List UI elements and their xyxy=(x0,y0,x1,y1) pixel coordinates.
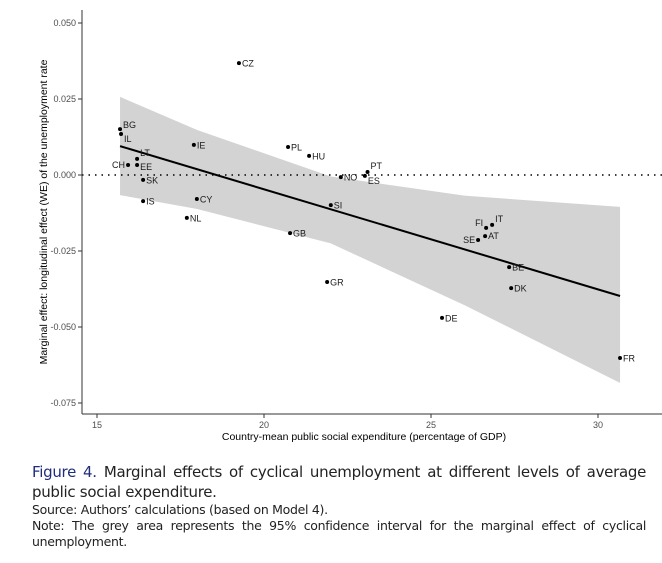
y-tick-label: -0.075 xyxy=(50,398,76,408)
y-axis-title: Marginal effect: longitudinal effect (WE… xyxy=(38,59,50,364)
y-tick-label: -0.025 xyxy=(50,246,76,256)
figure-source: Source: Authors’ calculations (based on … xyxy=(32,502,328,517)
point-label-cy: CY xyxy=(200,195,213,205)
data-point-at xyxy=(483,234,488,239)
point-label-ie: IE xyxy=(197,140,206,150)
point-label-dk: DK xyxy=(514,284,527,294)
point-label-hu: HU xyxy=(312,151,325,161)
data-point-dk xyxy=(509,286,514,291)
point-label-is: IS xyxy=(146,197,155,207)
data-point-se xyxy=(476,238,481,243)
point-label-ch: CH xyxy=(112,160,125,170)
point-label-nl: NL xyxy=(190,213,202,223)
point-label-cz: CZ xyxy=(242,59,254,69)
point-label-ee: EE xyxy=(140,162,152,172)
point-label-pt: PT xyxy=(371,161,383,171)
data-point-il xyxy=(119,131,124,136)
point-label-sk: SK xyxy=(146,175,158,185)
figure-title: Figure 4. Marginal effects of cyclical u… xyxy=(32,462,646,502)
fit-line xyxy=(119,145,621,297)
data-point-be xyxy=(507,265,512,270)
data-point-no xyxy=(338,175,343,180)
point-label-it: IT xyxy=(495,214,504,224)
point-label-il: IL xyxy=(124,134,132,144)
y-tick-label: 0.025 xyxy=(53,94,76,104)
x-tick-label: 15 xyxy=(92,420,102,430)
data-point-fr xyxy=(618,356,623,361)
data-point-is xyxy=(141,199,146,204)
point-label-es: ES xyxy=(368,176,380,186)
point-label-at: AT xyxy=(488,231,499,241)
data-point-it xyxy=(490,222,495,227)
point-label-gb: GB xyxy=(293,229,306,239)
point-label-bg: BG xyxy=(123,120,136,130)
figure-note: Note: The grey area represents the 95% c… xyxy=(32,518,646,549)
data-point-pl xyxy=(286,145,291,150)
point-label-no: NO xyxy=(344,173,358,183)
y-tick-label: -0.050 xyxy=(50,322,76,332)
point-label-pl: PL xyxy=(291,143,302,153)
data-point-ee xyxy=(135,162,140,167)
data-point-nl xyxy=(184,215,189,220)
point-label-lt: LT xyxy=(140,148,150,158)
data-point-de xyxy=(440,315,445,320)
y-tick-label: 0.000 xyxy=(53,170,76,180)
data-point-lt xyxy=(135,156,140,161)
data-point-sk xyxy=(141,177,146,182)
x-tick-label: 25 xyxy=(426,420,436,430)
data-point-ch xyxy=(126,162,131,167)
data-point-hu xyxy=(307,153,312,158)
point-label-be: BE xyxy=(512,263,524,273)
point-label-se: SE xyxy=(463,235,475,245)
point-label-fi: FI xyxy=(475,218,483,228)
y-tick-label: 0.050 xyxy=(53,18,76,28)
data-point-pt xyxy=(365,169,370,174)
figure-caption: Figure 4. Marginal effects of cyclical u… xyxy=(32,462,646,550)
point-label-de: DE xyxy=(445,313,458,323)
marginal-effects-chart: BG IL LT CH EE SK IS IE CY NL CZ PL HU NO PT ES SI GB GR DE… xyxy=(38,10,662,443)
point-label-fr: FR xyxy=(623,354,635,364)
x-axis-title: Country-mean public social expenditure (… xyxy=(222,431,506,443)
figure-number: Figure 4. xyxy=(32,463,97,481)
point-label-si: SI xyxy=(334,201,343,211)
x-tick-label: 30 xyxy=(593,420,603,430)
data-point-fi xyxy=(484,225,489,230)
figure-title-text: Marginal effects of cyclical unemploymen… xyxy=(32,463,646,501)
x-tick-label: 20 xyxy=(259,420,269,430)
data-point-cz xyxy=(236,61,241,66)
data-point-si xyxy=(328,203,333,208)
point-label-gr: GR xyxy=(330,278,344,288)
data-point-gr xyxy=(325,280,330,285)
data-point-gb xyxy=(288,231,293,236)
data-point-bg xyxy=(118,127,123,132)
data-point-es xyxy=(362,173,367,178)
data-point-cy xyxy=(194,197,199,202)
data-point-ie xyxy=(191,142,196,147)
confidence-band xyxy=(120,96,621,383)
